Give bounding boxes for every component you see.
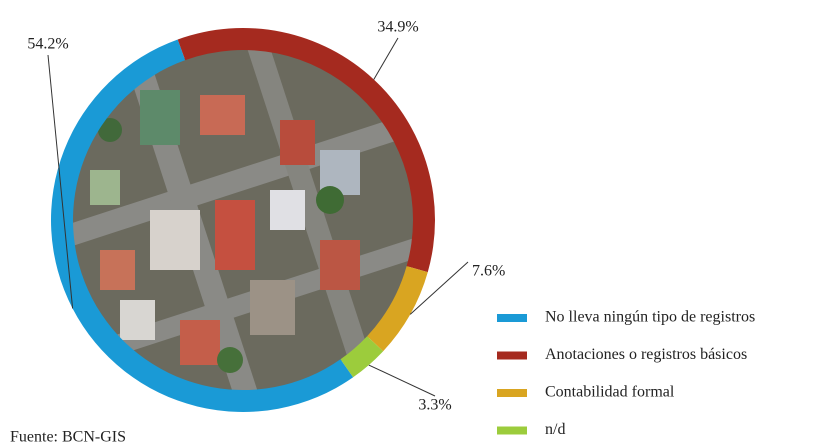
data-label: 7.6% [472,263,505,280]
legend-label: n/d [545,421,565,438]
donut-slice [340,336,384,378]
leader-line [409,261,469,315]
donut-slice [177,27,436,273]
data-label: 34.9% [377,19,418,36]
donut-slice [50,39,354,413]
leader-line [373,37,399,80]
legend-swatch [497,426,527,435]
legend-swatch [497,351,527,360]
legend-label: Anotaciones o registros básicos [545,346,747,363]
leader-line [47,54,74,309]
leader-line [368,364,436,397]
legend-label: No lleva ningún tipo de registros [545,309,755,326]
aerial-photo [71,48,415,392]
legend-label: Contabilidad formal [545,384,675,401]
data-label: 3.3% [418,397,451,414]
data-label: 54.2% [27,36,68,53]
donut-slice [367,266,428,352]
legend-swatch [497,314,527,322]
legend-swatch [497,389,527,397]
source: Fuente: BCN-GIS [10,429,126,445]
